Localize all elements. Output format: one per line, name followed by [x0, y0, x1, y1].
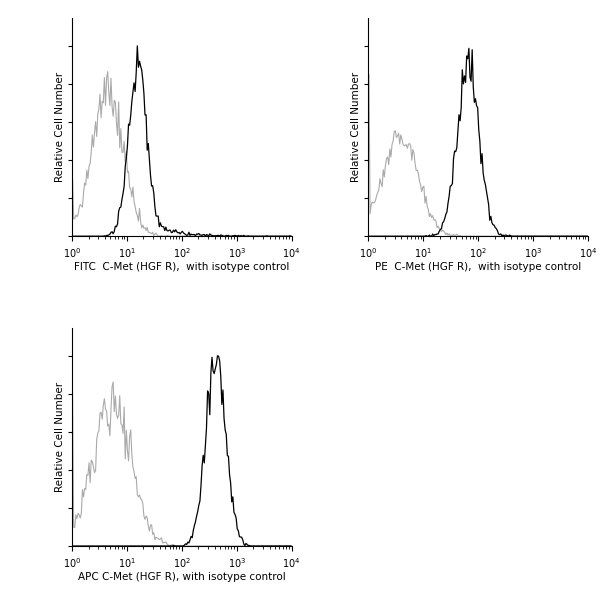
Y-axis label: Relative Cell Number: Relative Cell Number [55, 382, 65, 492]
X-axis label: APC C-Met (HGF R), with isotype control: APC C-Met (HGF R), with isotype control [78, 572, 286, 582]
X-axis label: PE  C-Met (HGF R),  with isotype control: PE C-Met (HGF R), with isotype control [375, 262, 581, 272]
Y-axis label: Relative Cell Number: Relative Cell Number [55, 72, 65, 182]
Y-axis label: Relative Cell Number: Relative Cell Number [352, 72, 361, 182]
X-axis label: FITC  C-Met (HGF R),  with isotype control: FITC C-Met (HGF R), with isotype control [74, 262, 289, 272]
